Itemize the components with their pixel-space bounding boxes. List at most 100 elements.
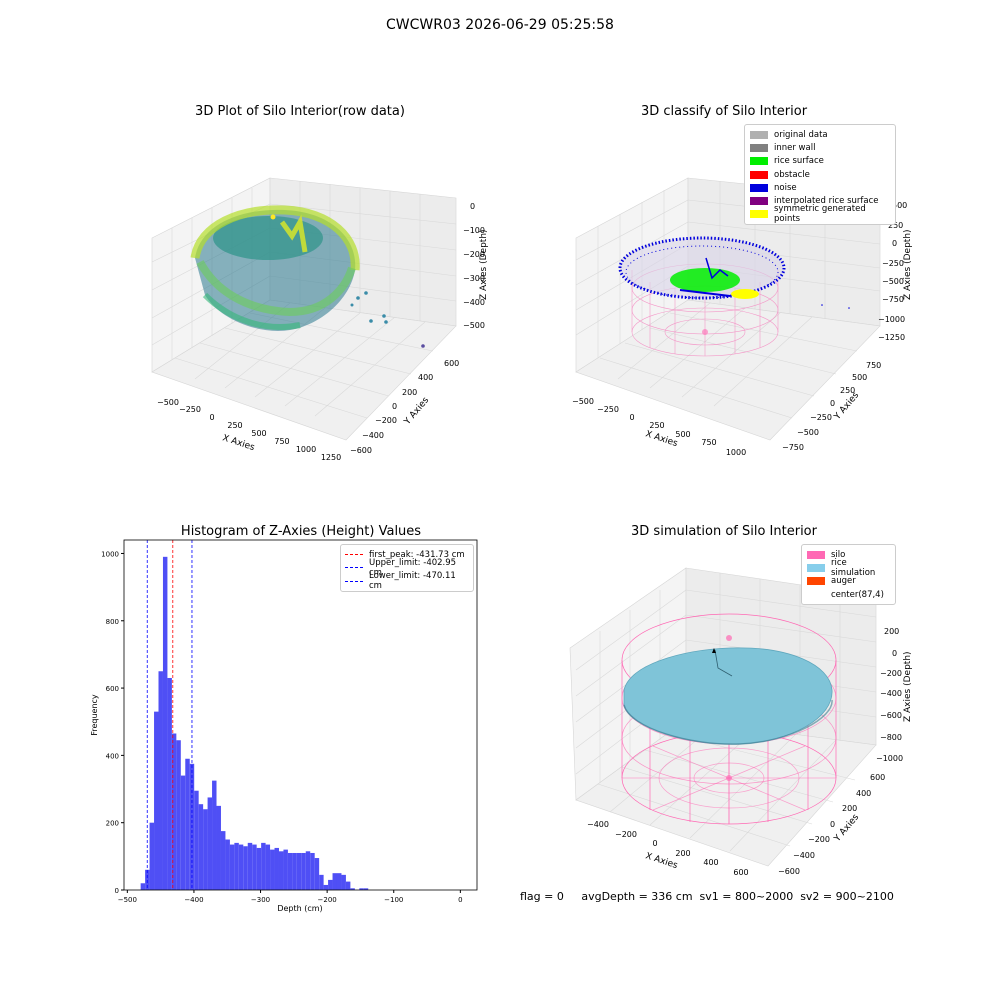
classify-ztick: 0 xyxy=(892,239,897,248)
raw-ytick: 400 xyxy=(418,373,433,382)
legend-line-swatch xyxy=(345,554,363,556)
raw-xtick: 750 xyxy=(274,437,289,446)
histogram-legend: first_peak: -431.73 cm Upper_limit: -402… xyxy=(340,544,474,592)
histogram-bar xyxy=(296,852,302,890)
simulation-ztick: −200 xyxy=(880,669,902,678)
histogram-xtick-label: 0 xyxy=(458,896,462,904)
classify-ztick: −1000 xyxy=(878,315,905,324)
legend-swatch xyxy=(807,550,825,559)
legend-swatch xyxy=(807,577,825,586)
classify-xtick: −500 xyxy=(572,397,594,406)
legend-swatch xyxy=(807,563,825,572)
legend-label: Lower_limit: -470.11 cm xyxy=(369,571,456,592)
classify-xtick: 1000 xyxy=(726,448,746,457)
legend-label: original data xyxy=(774,129,828,140)
legend-item: rice surface xyxy=(750,155,890,168)
histogram-bar xyxy=(261,842,266,890)
histogram-bar xyxy=(350,888,355,890)
legend-item: center(87,4) xyxy=(807,588,890,601)
raw-zlabel: Z Axies (Depth) xyxy=(479,229,489,300)
classify-ztick: 500 xyxy=(892,201,907,210)
raw-ztick: −500 xyxy=(463,321,485,330)
histogram-bar xyxy=(247,842,253,890)
legend-swatch xyxy=(750,183,768,192)
histogram-bar xyxy=(305,851,311,890)
histogram-bar xyxy=(310,852,315,890)
legend-label: auger xyxy=(831,576,856,587)
legend-item: noise xyxy=(750,181,890,194)
histogram-bar xyxy=(145,869,150,890)
histogram-bar xyxy=(252,844,257,890)
legend-swatch xyxy=(750,143,768,152)
simulation-ytick: −400 xyxy=(793,851,815,860)
simulation-ytick: 600 xyxy=(870,773,885,782)
histogram-bar xyxy=(328,879,333,890)
histogram-bar xyxy=(256,847,262,890)
histogram-bar xyxy=(319,874,324,890)
classify-ylabel: Y Axies xyxy=(832,390,861,422)
classify-ztick: −1250 xyxy=(878,333,905,342)
legend-item: interpolated rice surface xyxy=(750,194,890,207)
histogram-bar xyxy=(194,790,199,890)
histogram-bar xyxy=(332,873,337,890)
histogram-xtick-label: −500 xyxy=(118,896,137,904)
raw-ztick: −300 xyxy=(463,274,485,283)
histogram-bar xyxy=(154,711,159,890)
legend-line-swatch xyxy=(345,580,363,582)
legend-swatch xyxy=(750,197,768,206)
histogram-bar xyxy=(274,847,279,890)
histogram-bar xyxy=(158,671,163,890)
legend-item: obstacle xyxy=(750,168,890,181)
histogram-ytick-label: 800 xyxy=(106,618,119,626)
classify-panel-title: 3D classify of Silo Interior xyxy=(640,104,808,119)
histogram-ytick-label: 400 xyxy=(106,752,119,760)
histogram-xtick-label: −200 xyxy=(318,896,337,904)
simulation-ylabel: Y Axies xyxy=(832,812,861,844)
classify-xlabel: X Axies xyxy=(644,429,679,449)
legend-item: rice simulation xyxy=(807,558,890,578)
simulation-ytick: 400 xyxy=(856,789,871,798)
raw-panel-title: 3D Plot of Silo Interior(row data) xyxy=(195,104,405,119)
raw-ytick: 0 xyxy=(392,402,397,411)
classify-ytick: 750 xyxy=(866,361,881,370)
histogram-bar xyxy=(287,852,293,890)
legend-swatch xyxy=(750,170,768,179)
raw-ztick: 0 xyxy=(470,202,475,211)
raw-xtick: −250 xyxy=(179,405,201,414)
classify-xtick: 250 xyxy=(649,421,664,430)
histogram-bar xyxy=(212,780,217,890)
histogram-bar xyxy=(265,844,271,890)
simulation-xtick: 200 xyxy=(675,849,690,858)
histogram-bar xyxy=(359,888,364,890)
histogram-bar xyxy=(216,805,221,890)
histogram-bar xyxy=(323,884,329,890)
histogram-ytick-label: 200 xyxy=(106,820,119,828)
histogram-ytick-label: 0 xyxy=(115,887,119,895)
legend-label: rice simulation xyxy=(831,557,876,578)
simulation-ztick: 0 xyxy=(892,649,897,658)
histogram-bar xyxy=(341,874,346,890)
status-text: flag = 0 avgDepth = 336 cm sv1 = 800~200… xyxy=(520,890,894,903)
simulation-xtick: 0 xyxy=(652,839,657,848)
classify-ytick: 0 xyxy=(830,399,835,408)
histogram-ytick-label: 1000 xyxy=(101,550,119,558)
legend-label: center(87,4) xyxy=(831,589,884,600)
histogram-ylabel: Frequency xyxy=(90,694,99,736)
simulation-xtick: −200 xyxy=(615,830,637,839)
histogram-bar xyxy=(207,797,213,890)
raw-3d-plot: −500 −250 0 250 500 750 1000 1250 X Axie… xyxy=(151,177,489,462)
simulation-ztick: 200 xyxy=(884,627,899,636)
simulation-ztick: −1000 xyxy=(876,754,903,763)
simulation-ytick: 0 xyxy=(830,820,835,829)
simulation-xtick: 400 xyxy=(703,858,718,867)
classify-xtick: 0 xyxy=(629,413,634,422)
histogram-bar xyxy=(225,839,230,890)
histogram-bar xyxy=(167,677,172,890)
raw-ztick: −400 xyxy=(463,298,485,307)
classify-xtick: 750 xyxy=(701,438,716,447)
classify-xtick: −250 xyxy=(597,405,619,414)
histogram-bar xyxy=(176,740,181,890)
legend-label: noise xyxy=(774,182,797,193)
histogram-bar xyxy=(162,556,168,890)
raw-ztick: −100 xyxy=(463,226,485,235)
